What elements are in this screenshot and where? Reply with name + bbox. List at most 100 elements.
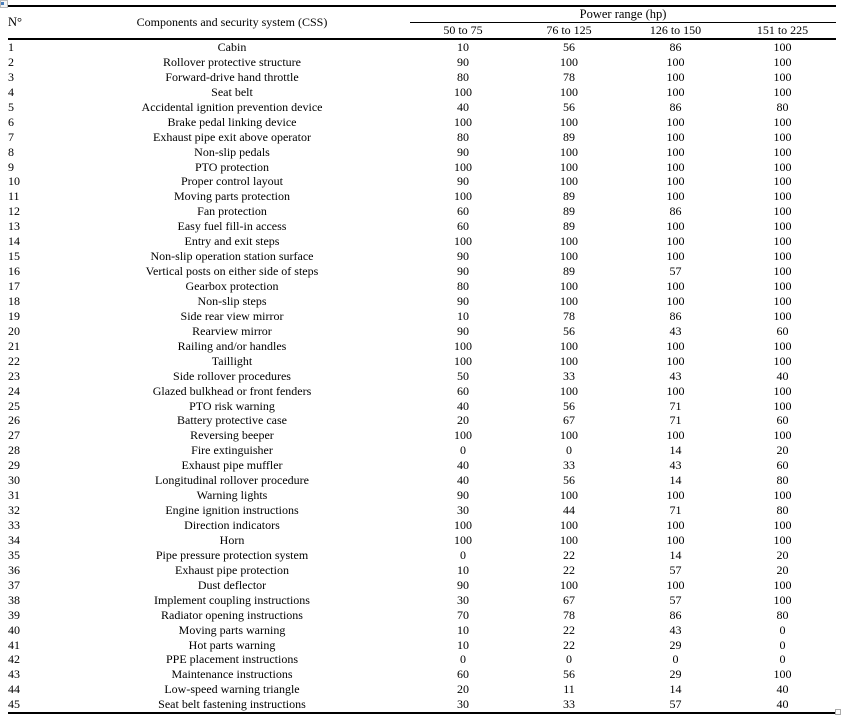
table-row: 3 Forward-drive hand throttle 80 78 100 100 xyxy=(8,70,836,85)
component-name: Seat belt fastening instructions xyxy=(158,697,306,712)
component-name: Reversing beeper xyxy=(190,428,274,443)
row-number: 24 xyxy=(8,383,20,398)
row-number: 17 xyxy=(8,279,20,293)
value-cell: 100 xyxy=(773,264,792,279)
value-cell: 90 xyxy=(457,144,469,159)
row-number: 12 xyxy=(8,204,20,219)
value-cell: 100 xyxy=(773,159,792,174)
value-cell: 78 xyxy=(563,69,575,84)
value-cell: 100 xyxy=(560,174,578,189)
value-cell: 10 xyxy=(457,622,469,637)
value-cell: 100 xyxy=(773,308,792,323)
value-cell: 71 xyxy=(669,503,682,518)
component-name: Railing and/or handles xyxy=(177,338,287,353)
table-header: N° Components and security system (CSS) … xyxy=(8,6,837,40)
value-cell: 0 xyxy=(779,622,786,637)
component-name: Direction indicators xyxy=(184,518,280,532)
value-cell: 100 xyxy=(666,279,685,293)
value-cell: 100 xyxy=(773,488,792,503)
row-number: 3 xyxy=(8,69,14,84)
value-cell: 20 xyxy=(776,547,789,562)
value-cell: 100 xyxy=(454,114,472,129)
value-cell: 100 xyxy=(666,488,685,503)
table-row: 19 Side rear view mirror 10 78 86 100 xyxy=(8,309,836,324)
row-number: 43 xyxy=(8,667,20,682)
table-row: 39 Radiator opening instructions 70 78 86 80 xyxy=(8,608,836,623)
component-name: PPE placement instructions xyxy=(166,652,298,667)
row-number: 40 xyxy=(8,622,20,637)
value-cell: 100 xyxy=(773,577,792,592)
component-name: Fan protection xyxy=(197,204,267,219)
table-row: 15 Non-slip operation station surface 90 10… xyxy=(8,249,836,264)
table-row: 28 Fire extinguisher 0 0 14 20 xyxy=(8,443,836,458)
row-number: 22 xyxy=(8,353,20,368)
value-cell: 20 xyxy=(776,443,789,458)
table-row: 10 Proper control layout 90 100 100 100 xyxy=(8,174,836,189)
value-cell: 40 xyxy=(457,398,469,413)
row-number: 1 xyxy=(8,40,14,54)
value-cell: 22 xyxy=(563,547,575,562)
value-cell: 40 xyxy=(457,473,469,488)
value-cell: 22 xyxy=(563,622,575,637)
table-row: 12 Fan protection 60 89 86 100 xyxy=(8,204,836,219)
value-cell: 100 xyxy=(773,174,792,189)
value-cell: 80 xyxy=(776,99,789,114)
value-cell: 0 xyxy=(460,652,466,667)
value-cell: 57 xyxy=(669,592,682,607)
row-number: 38 xyxy=(8,592,20,607)
value-cell: 100 xyxy=(560,234,578,249)
table-row: 37 Dust deflector 90 100 100 100 xyxy=(8,578,836,593)
column-header-range-151-225: 151 to 225 xyxy=(729,22,837,40)
value-cell: 10 xyxy=(457,637,469,652)
row-number: 19 xyxy=(8,308,20,323)
value-cell: 43 xyxy=(669,323,682,338)
value-cell: 10 xyxy=(457,562,469,577)
value-cell: 0 xyxy=(779,637,786,652)
value-cell: 100 xyxy=(773,398,792,413)
value-cell: 56 xyxy=(563,667,575,682)
value-cell: 86 xyxy=(669,99,682,114)
table-row: 20 Rearview mirror 90 56 43 60 xyxy=(8,324,836,339)
table-row: 4 Seat belt 100 100 100 100 xyxy=(8,85,836,100)
value-cell: 22 xyxy=(563,637,575,652)
value-cell: 100 xyxy=(560,353,578,368)
value-cell: 71 xyxy=(669,413,682,428)
table-row: 43 Maintenance instructions 60 56 29 100 xyxy=(8,667,836,682)
value-cell: 100 xyxy=(454,189,472,204)
row-number: 45 xyxy=(8,697,20,712)
component-name: Hot parts warning xyxy=(188,637,276,652)
value-cell: 40 xyxy=(457,458,469,473)
component-name: Brake pedal linking device xyxy=(167,114,297,129)
table-row: 27 Reversing beeper 100 100 100 100 xyxy=(8,428,836,443)
value-cell: 100 xyxy=(560,144,578,159)
component-name: Warning lights xyxy=(196,488,268,503)
row-number: 20 xyxy=(8,323,20,338)
value-cell: 100 xyxy=(773,383,792,398)
value-cell: 56 xyxy=(563,40,575,54)
component-name: Entry and exit steps xyxy=(184,234,280,249)
table-row: 18 Non-slip steps 90 100 100 100 xyxy=(8,294,836,309)
component-name: Moving parts warning xyxy=(178,622,286,637)
component-name: Vertical posts on either side of steps xyxy=(145,264,319,279)
empty-box-icon xyxy=(835,709,841,715)
value-cell: 20 xyxy=(457,413,469,428)
value-cell: 80 xyxy=(457,129,469,144)
value-cell: 90 xyxy=(457,323,469,338)
table-row: 45 Seat belt fastening instructions 30 33 57… xyxy=(8,697,836,713)
value-cell: 100 xyxy=(560,488,578,503)
value-cell: 100 xyxy=(666,114,685,129)
value-cell: 100 xyxy=(560,518,578,532)
row-number: 31 xyxy=(8,488,20,503)
component-name: Maintenance instructions xyxy=(171,667,293,682)
value-cell: 100 xyxy=(773,54,792,69)
value-cell: 100 xyxy=(666,219,685,234)
row-number: 23 xyxy=(8,368,20,383)
component-name: Dust deflector xyxy=(197,577,267,592)
value-cell: 71 xyxy=(669,398,682,413)
value-cell: 20 xyxy=(776,562,789,577)
value-cell: 86 xyxy=(669,308,682,323)
value-cell: 100 xyxy=(666,84,685,99)
row-number: 8 xyxy=(8,144,14,159)
value-cell: 0 xyxy=(566,443,572,458)
